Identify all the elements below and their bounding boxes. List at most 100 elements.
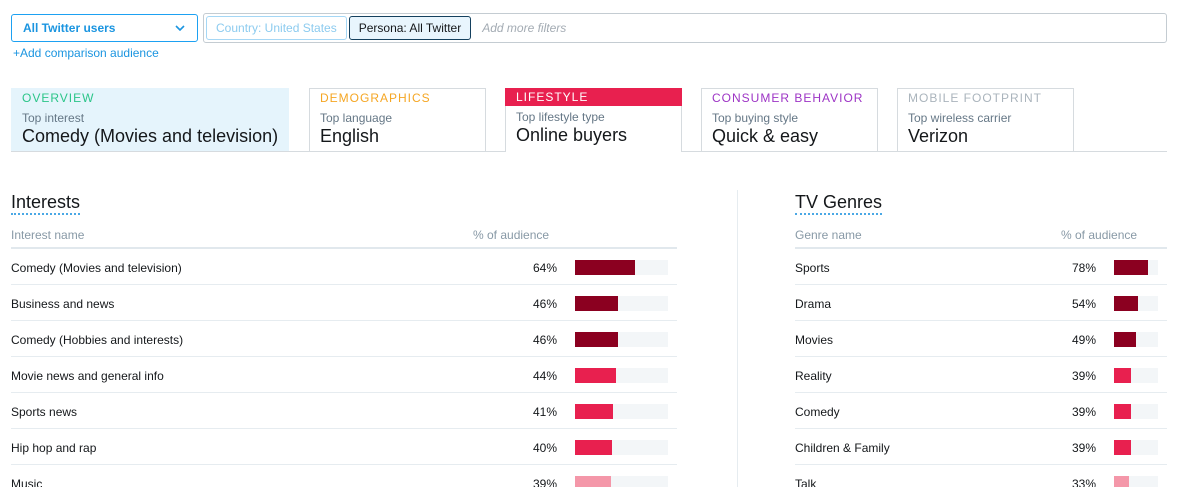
bar-fill <box>1114 332 1136 347</box>
tab-lifestyle[interactable]: LIFESTYLE Top lifestyle type Online buye… <box>505 88 682 152</box>
row-percent: 54% <box>1071 297 1096 311</box>
tab-mobile-footprint-value: Verizon <box>908 126 969 146</box>
bar-track <box>1114 404 1158 419</box>
table-row[interactable]: Comedy (Movies and television) 64% <box>11 249 677 285</box>
tab-overview-name: OVERVIEW <box>22 91 95 105</box>
row-percent: 49% <box>1071 333 1096 347</box>
tv-genres-col-pct: % of audience <box>1061 228 1138 242</box>
persona-filter-chip[interactable]: Persona: All Twitter <box>348 16 472 40</box>
tab-demographics-name: DEMOGRAPHICS <box>320 91 431 105</box>
tab-overview[interactable]: OVERVIEW Top interest Comedy (Movies and… <box>11 88 289 151</box>
interests-col-name: Interest name <box>11 228 85 242</box>
row-name: Comedy (Hobbies and interests) <box>11 333 184 347</box>
panel-divider <box>737 190 738 487</box>
interests-title[interactable]: Interests <box>11 192 81 215</box>
table-row[interactable]: Comedy (Hobbies and interests) 46% <box>11 321 677 357</box>
tab-lifestyle-sub: Top lifestyle type <box>516 110 605 124</box>
tab-consumer-behavior-sub: Top buying style <box>712 111 799 125</box>
tab-lifestyle-name: LIFESTYLE <box>505 88 682 106</box>
tab-demographics[interactable]: DEMOGRAPHICS Top language English <box>309 88 486 151</box>
tab-lifestyle-value: Online buyers <box>516 125 628 145</box>
bar-track <box>1114 368 1158 383</box>
row-name: Drama <box>795 297 832 311</box>
bar-fill <box>1114 368 1132 383</box>
row-name: Business and news <box>11 297 115 311</box>
bar-track <box>575 404 668 419</box>
bar-fill <box>1114 404 1132 419</box>
table-row[interactable]: Talk 33% <box>795 465 1167 487</box>
table-row[interactable]: Hip hop and rap 40% <box>11 429 677 465</box>
tab-consumer-behavior-name: CONSUMER BEHAVIOR <box>712 91 864 105</box>
row-percent: 44% <box>532 369 557 383</box>
chevron-down-icon <box>173 21 187 35</box>
row-percent: 64% <box>532 261 557 275</box>
tab-mobile-footprint[interactable]: MOBILE FOOTPRINT Top wireless carrier Ve… <box>897 88 1074 151</box>
table-row[interactable]: Movies 49% <box>795 321 1167 357</box>
bar-track <box>575 296 668 311</box>
bar-fill <box>575 368 616 383</box>
row-percent: 46% <box>532 333 557 347</box>
bar-fill <box>1114 260 1149 275</box>
row-name: Movie news and general info <box>11 369 164 383</box>
bar-fill <box>1114 440 1132 455</box>
table-row[interactable]: Sports news 41% <box>11 393 677 429</box>
row-percent: 46% <box>532 297 557 311</box>
table-row[interactable]: Comedy 39% <box>795 393 1167 429</box>
bar-fill <box>1114 476 1129 487</box>
row-name: Music <box>11 477 43 487</box>
category-tabs: OVERVIEW Top interest Comedy (Movies and… <box>11 88 1167 152</box>
row-percent: 39% <box>1071 405 1096 419</box>
row-percent: 39% <box>1071 441 1096 455</box>
bar-track <box>1114 332 1158 347</box>
bar-fill <box>575 260 635 275</box>
table-row[interactable]: Sports 78% <box>795 249 1167 285</box>
bar-fill <box>575 476 612 487</box>
bar-fill <box>1114 296 1138 311</box>
row-name: Children & Family <box>795 441 890 455</box>
tv-genres-rows: Sports 78% Drama 54% Movies 49% Reality 39% Come… <box>795 249 1167 487</box>
row-percent: 41% <box>532 405 557 419</box>
row-name: Sports news <box>11 405 78 419</box>
table-row[interactable]: Reality 39% <box>795 357 1167 393</box>
add-filters-input[interactable]: Add more filters <box>482 21 567 35</box>
tv-genres-col-name: Genre name <box>795 228 862 242</box>
bar-fill <box>575 332 618 347</box>
interests-header-row: Interest name % of audience <box>11 227 677 249</box>
interests-col-pct: % of audience <box>473 228 550 242</box>
bar-track <box>575 260 668 275</box>
table-row[interactable]: Music 39% <box>11 465 677 487</box>
tab-mobile-footprint-sub: Top wireless carrier <box>908 111 1012 125</box>
row-percent: 39% <box>532 477 557 487</box>
country-filter-chip[interactable]: Country: United States <box>206 16 347 40</box>
bar-track <box>1114 260 1158 275</box>
bar-track <box>575 368 668 383</box>
table-row[interactable]: Movie news and general info 44% <box>11 357 677 393</box>
audience-select[interactable]: All Twitter users <box>11 14 198 42</box>
bar-fill <box>575 296 618 311</box>
bar-track <box>1114 476 1158 487</box>
tab-overview-value: Comedy (Movies and television) <box>22 126 279 146</box>
row-name: Reality <box>795 369 832 383</box>
table-row[interactable]: Business and news 46% <box>11 285 677 321</box>
tab-consumer-behavior[interactable]: CONSUMER BEHAVIOR Top buying style Quick… <box>701 88 878 151</box>
tv-genres-title[interactable]: TV Genres <box>795 192 883 215</box>
add-comparison-audience-link[interactable]: +Add comparison audience <box>13 46 159 60</box>
interests-rows: Comedy (Movies and television) 64% Busines… <box>11 249 677 487</box>
table-row[interactable]: Drama 54% <box>795 285 1167 321</box>
row-name: Movies <box>795 333 834 347</box>
row-name: Sports <box>795 261 830 275</box>
row-name: Comedy (Movies and television) <box>11 261 182 275</box>
row-name: Comedy <box>795 405 840 419</box>
row-name: Hip hop and rap <box>11 441 97 455</box>
tab-consumer-behavior-value: Quick & easy <box>712 126 819 146</box>
bar-track <box>575 440 668 455</box>
filter-box[interactable]: Country: United States Persona: All Twit… <box>203 13 1167 43</box>
row-name: Talk <box>795 477 817 487</box>
bar-track <box>575 332 668 347</box>
tab-mobile-footprint-name: MOBILE FOOTPRINT <box>908 91 1043 105</box>
bar-track <box>1114 296 1158 311</box>
table-row[interactable]: Children & Family 39% <box>795 429 1167 465</box>
tab-demographics-sub: Top language <box>320 111 393 125</box>
tab-overview-sub: Top interest <box>22 111 85 125</box>
interests-panel: Interests Interest name % of audience Co… <box>11 192 677 487</box>
